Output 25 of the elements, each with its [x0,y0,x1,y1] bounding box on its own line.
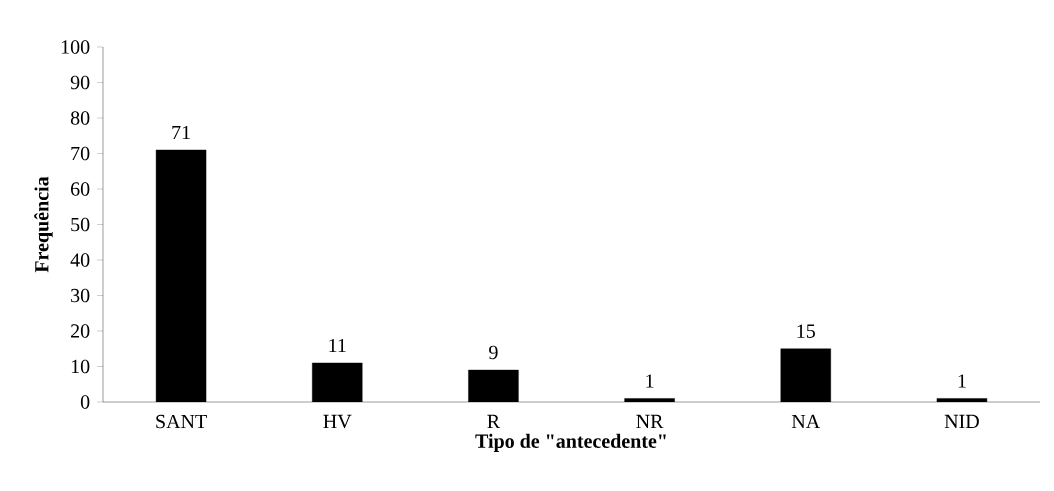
data-label: 9 [489,345,498,360]
y-tick-label: 90 [70,75,90,90]
y-tick-label: 0 [80,395,90,409]
y-tick-label: 70 [71,146,90,161]
y-tick-label: 80 [70,111,90,125]
x-tick-label: R [487,414,501,428]
y-tick-label: 40 [70,253,90,267]
data-label: 11 [329,338,346,353]
y-tick-label: 10 [71,359,90,374]
x-tick-label: HV [323,414,352,429]
data-label: 71 [172,125,190,140]
data-label: 15 [797,324,815,338]
y-tick-label: 60 [70,182,90,196]
x-tick-label: NR [636,414,664,428]
y-tick-label: 50 [71,217,90,232]
y-tick-label: 100 [61,40,90,54]
y-axis-title: Frequência [34,176,53,273]
x-tick-label: NA [791,414,821,429]
data-label: 1 [646,374,654,388]
y-tick-label: 30 [71,288,90,303]
x-tick-label: NID [944,414,979,429]
data-label: 1 [958,374,966,388]
x-tick-label: SANT [156,414,207,429]
x-axis-title: Tipo de "antecedente" [475,433,666,452]
y-tick-label: 20 [71,324,90,338]
